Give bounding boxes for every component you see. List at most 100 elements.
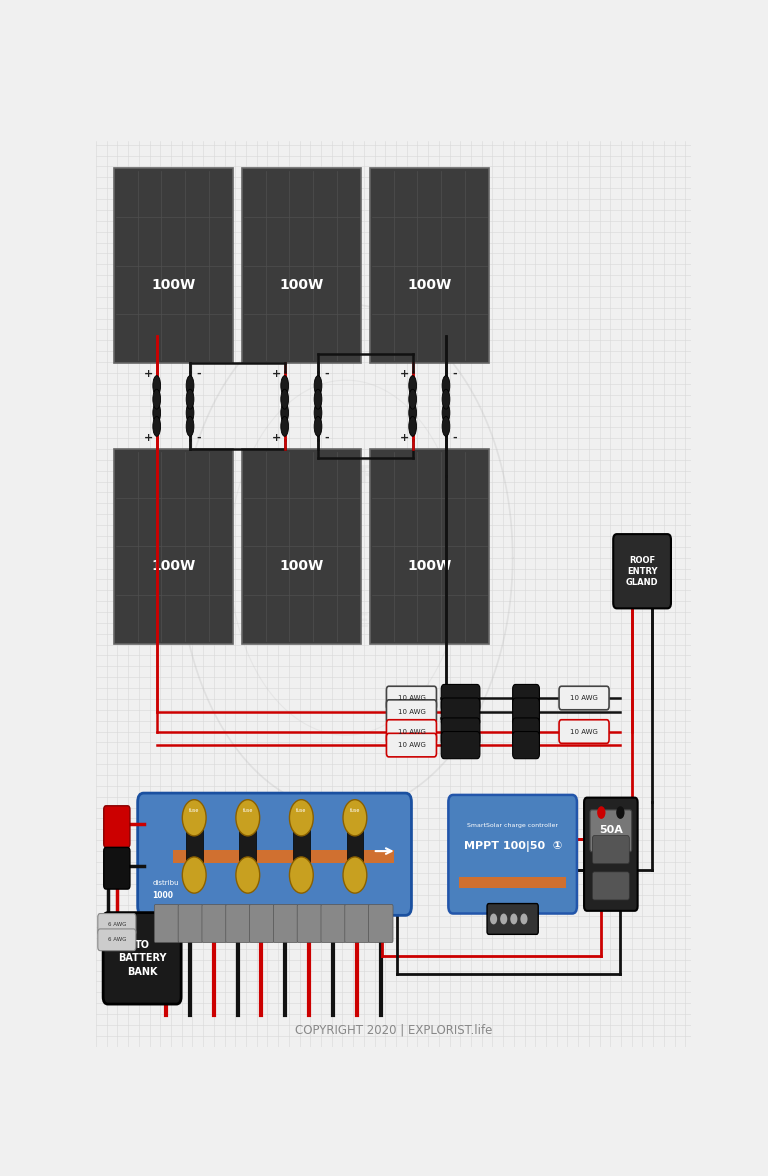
Text: +: + — [399, 433, 409, 443]
Text: SmartSolar charge controller: SmartSolar charge controller — [467, 822, 558, 828]
FancyBboxPatch shape — [250, 904, 274, 942]
FancyBboxPatch shape — [590, 810, 631, 851]
Circle shape — [500, 914, 508, 924]
Text: 10 AWG: 10 AWG — [398, 742, 425, 748]
Ellipse shape — [314, 403, 322, 422]
Ellipse shape — [281, 389, 289, 409]
Text: +: + — [144, 433, 153, 443]
FancyBboxPatch shape — [202, 904, 227, 942]
Ellipse shape — [409, 389, 416, 409]
Circle shape — [182, 800, 206, 836]
Ellipse shape — [409, 416, 416, 436]
Text: +: + — [144, 369, 153, 379]
Bar — [346, 816, 363, 875]
FancyBboxPatch shape — [513, 699, 539, 726]
Text: fuse: fuse — [189, 808, 200, 813]
FancyBboxPatch shape — [98, 929, 136, 950]
FancyBboxPatch shape — [103, 913, 181, 1004]
FancyBboxPatch shape — [592, 871, 629, 900]
FancyBboxPatch shape — [386, 687, 436, 710]
Circle shape — [236, 857, 260, 893]
Bar — [459, 877, 566, 888]
Ellipse shape — [442, 403, 450, 422]
FancyBboxPatch shape — [441, 731, 480, 759]
FancyBboxPatch shape — [137, 793, 412, 915]
Text: 10 AWG: 10 AWG — [570, 728, 598, 735]
FancyBboxPatch shape — [386, 734, 436, 757]
Circle shape — [490, 914, 497, 924]
Ellipse shape — [153, 375, 161, 395]
FancyBboxPatch shape — [513, 731, 539, 759]
Text: 50A: 50A — [599, 826, 623, 835]
FancyBboxPatch shape — [321, 904, 346, 942]
Circle shape — [343, 857, 367, 893]
FancyBboxPatch shape — [513, 717, 539, 746]
Text: 10 AWG: 10 AWG — [398, 695, 425, 701]
Bar — [240, 816, 256, 875]
Text: -: - — [196, 369, 200, 379]
Text: +: + — [399, 369, 409, 379]
Text: CAMPERS: CAMPERS — [293, 612, 399, 630]
Text: fuse: fuse — [349, 808, 360, 813]
Text: fuse: fuse — [243, 808, 253, 813]
Text: 100W: 100W — [407, 559, 452, 573]
Ellipse shape — [281, 375, 289, 395]
Text: 1000: 1000 — [153, 891, 174, 901]
FancyBboxPatch shape — [487, 903, 538, 935]
FancyBboxPatch shape — [98, 914, 136, 935]
Text: 100W: 100W — [280, 278, 323, 292]
FancyBboxPatch shape — [242, 168, 361, 363]
Circle shape — [290, 800, 313, 836]
FancyBboxPatch shape — [369, 904, 393, 942]
Text: TO
BATTERY
BANK: TO BATTERY BANK — [118, 940, 167, 976]
Text: EXPLORIST: EXPLORIST — [269, 465, 423, 488]
Circle shape — [510, 914, 518, 924]
Text: 10 AWG: 10 AWG — [398, 709, 425, 715]
FancyBboxPatch shape — [441, 717, 480, 746]
Ellipse shape — [281, 416, 289, 436]
Bar — [293, 816, 310, 875]
Text: fuse: fuse — [296, 808, 306, 813]
Circle shape — [236, 800, 260, 836]
FancyBboxPatch shape — [370, 168, 489, 363]
Ellipse shape — [409, 403, 416, 422]
FancyBboxPatch shape — [441, 684, 480, 711]
Ellipse shape — [314, 375, 322, 395]
FancyBboxPatch shape — [345, 904, 369, 942]
Text: MPPT 100|50  ①: MPPT 100|50 ① — [464, 841, 561, 853]
FancyBboxPatch shape — [297, 904, 322, 942]
Circle shape — [343, 800, 367, 836]
Ellipse shape — [281, 403, 289, 422]
Text: 100W: 100W — [280, 559, 323, 573]
Bar — [186, 816, 203, 875]
FancyBboxPatch shape — [242, 449, 361, 643]
FancyBboxPatch shape — [226, 904, 250, 942]
Ellipse shape — [186, 403, 194, 422]
FancyBboxPatch shape — [613, 534, 671, 608]
FancyBboxPatch shape — [592, 836, 629, 863]
Text: +: + — [272, 433, 281, 443]
Ellipse shape — [186, 389, 194, 409]
Text: -: - — [452, 369, 457, 379]
FancyBboxPatch shape — [104, 848, 130, 889]
Ellipse shape — [442, 375, 450, 395]
Text: distribu: distribu — [153, 881, 179, 887]
Text: ROOF
ENTRY
GLAND: ROOF ENTRY GLAND — [626, 555, 658, 587]
Ellipse shape — [442, 416, 450, 436]
Circle shape — [616, 807, 624, 818]
Ellipse shape — [186, 416, 194, 436]
Ellipse shape — [153, 403, 161, 422]
FancyBboxPatch shape — [386, 700, 436, 723]
FancyBboxPatch shape — [441, 699, 480, 726]
Text: -: - — [324, 433, 329, 443]
Text: 6 AWG: 6 AWG — [108, 922, 126, 927]
Circle shape — [598, 807, 605, 818]
Text: 100W: 100W — [407, 278, 452, 292]
FancyBboxPatch shape — [386, 720, 436, 743]
FancyBboxPatch shape — [104, 806, 130, 848]
Bar — [174, 850, 393, 862]
Text: 6 AWG: 6 AWG — [108, 937, 126, 942]
FancyBboxPatch shape — [178, 904, 203, 942]
Text: 10 AWG: 10 AWG — [570, 695, 598, 701]
Text: -: - — [196, 433, 200, 443]
